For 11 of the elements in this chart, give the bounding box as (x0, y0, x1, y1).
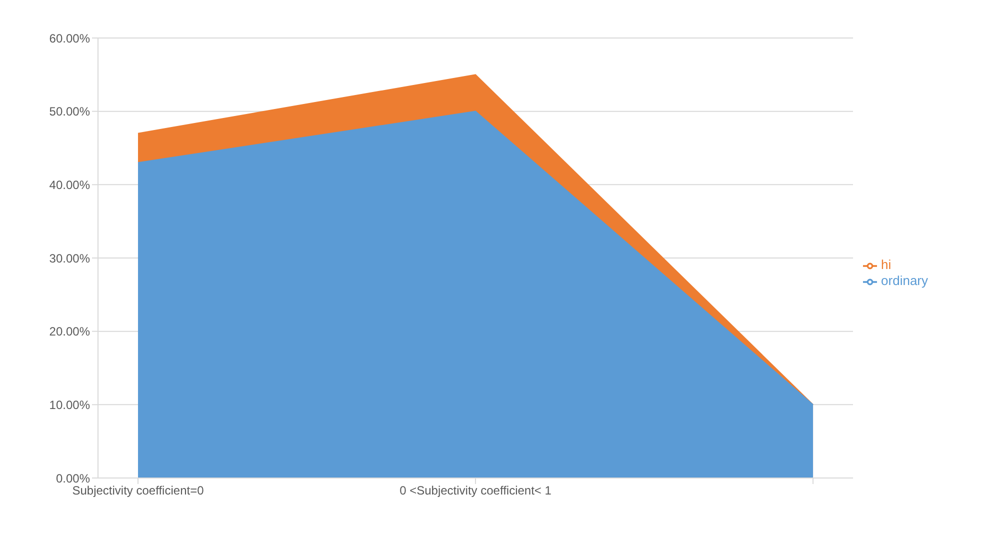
y-tick-label: 40.00% (49, 178, 90, 192)
y-tick-label: 50.00% (49, 104, 90, 119)
legend-label: ordinary (881, 273, 928, 288)
y-tick-label: 0.00% (56, 471, 90, 486)
x-tick-label: Subjectivity coefficient=0 (72, 484, 204, 498)
x-tick-label: 0 <Subjectivity coefficient< 1 (400, 484, 552, 498)
legend-label: hi (881, 257, 892, 272)
y-tick-label: 20.00% (49, 324, 90, 339)
y-tick-label: 60.00% (49, 31, 90, 46)
y-tick-label: 30.00% (49, 251, 90, 266)
y-tick-label: 10.00% (49, 398, 90, 412)
